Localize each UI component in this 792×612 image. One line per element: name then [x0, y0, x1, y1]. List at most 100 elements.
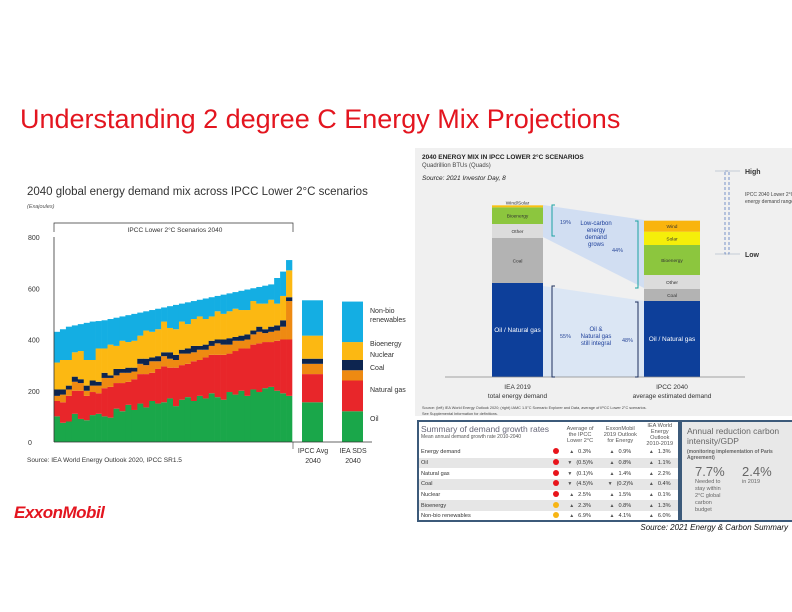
bar-oil: [202, 398, 209, 442]
growth-value: 2.5%: [578, 492, 591, 499]
summary-bar-nonbio: [342, 301, 363, 343]
bar-nonbio: [178, 303, 186, 322]
demand-range-bar: [724, 170, 730, 255]
bar-coal: [107, 377, 114, 387]
triangle-up-icon: ▲: [569, 492, 575, 499]
status-dot: [551, 500, 562, 512]
summary-bar-nuclear: [342, 360, 363, 371]
bar-oil: [184, 397, 192, 442]
segment-label: Solar: [666, 236, 678, 242]
bar-nuclear: [202, 344, 209, 350]
bar-gas: [190, 361, 198, 401]
bar-nuclear: [161, 352, 168, 357]
bar-nonbio: [274, 278, 281, 304]
triangle-up-icon: ▲: [648, 460, 654, 467]
triangle-up-icon: ▲: [648, 502, 654, 509]
percent-label: 55%: [560, 334, 571, 340]
triangle-down-icon: ▼: [607, 481, 613, 488]
bar-bio: [232, 308, 239, 337]
bar-nonbio: [220, 294, 227, 314]
stack-segment: [644, 220, 700, 232]
bar-oil: [286, 395, 293, 442]
bar-gas: [113, 383, 120, 409]
bar-gas: [89, 392, 96, 416]
summary-bar-label: 2040: [305, 458, 321, 465]
chart-title: 2040 ENERGY MIX IN IPCC LOWER 2°C SCENAR…: [422, 153, 584, 161]
bar-gas: [178, 365, 186, 400]
bar-nonbio: [244, 289, 251, 311]
bar-gas: [155, 368, 162, 404]
energy-demand-mix-chart: 2040 global energy demand mix across IPC…: [27, 186, 406, 465]
bar-nonbio: [107, 319, 114, 345]
growth-value: (0.1)%: [576, 470, 593, 477]
bar-nuclear: [226, 338, 233, 345]
bar-coal: [155, 361, 162, 369]
bar-bio: [208, 316, 215, 341]
bar-bio: [95, 348, 102, 382]
bar-bio: [107, 344, 114, 376]
bar-bio: [173, 329, 180, 355]
growth-cell: ▲ 2.2%: [642, 468, 678, 479]
bar-gas: [167, 367, 174, 399]
carbon-source: Source: 2021 Energy & Carbon Summary: [639, 523, 789, 532]
bar-gas: [143, 374, 150, 408]
summary-bar-coal: [342, 370, 363, 381]
row-label: Oil: [419, 457, 552, 469]
bar-gas: [54, 401, 61, 417]
range-low-label: Low: [745, 252, 760, 259]
bar-nonbio: [59, 329, 67, 360]
bar-nuclear: [149, 357, 156, 362]
bar-gas: [220, 354, 227, 400]
bar-gas: [262, 342, 269, 389]
bar-gas: [149, 372, 156, 401]
bar-nonbio: [155, 308, 162, 330]
bar-coal: [184, 353, 192, 364]
bar-nuclear: [101, 372, 108, 378]
bar-nuclear: [262, 329, 269, 334]
bar-category-label: total energy demand: [488, 393, 548, 400]
bar-nuclear: [54, 389, 61, 396]
carbon-box-title: Annual reduction carbon intensity/GDP: [687, 426, 780, 446]
bar-oil: [208, 393, 215, 442]
growth-value: 1.3%: [657, 502, 671, 509]
bar-nuclear: [89, 380, 96, 386]
growth-cell: ▲ 1.1%: [641, 457, 678, 469]
bar-bio: [54, 362, 61, 390]
growth-value: (0.2)%: [616, 481, 634, 488]
bar-bio: [178, 321, 186, 350]
bar-bio: [220, 313, 227, 340]
oil-gas-band: [543, 286, 644, 377]
bar-coal: [54, 395, 61, 401]
growth-cell: ▲ 0.4%: [641, 479, 678, 490]
bar-oil: [101, 416, 108, 442]
bar-bio: [214, 311, 221, 340]
bar-nonbio: [167, 306, 174, 328]
table-row: Coal ▼ (4.5)% ▼ (0.2)% ▲ 0.4%: [419, 479, 678, 490]
bar-nuclear: [83, 385, 90, 391]
bar-coal: [244, 339, 251, 349]
row-label: Nuclear: [421, 492, 441, 499]
row-label: Energy demand: [421, 449, 461, 456]
stack-segment: [492, 283, 543, 377]
bar-oil: [161, 402, 168, 442]
bar-gas: [131, 379, 138, 410]
bar-gas: [101, 388, 108, 417]
bar-bio: [250, 301, 257, 331]
bar-coal: [173, 360, 180, 368]
status-dot: [551, 468, 561, 479]
row-label: Coal: [419, 479, 552, 490]
growth-value: 4.1%: [618, 513, 632, 520]
bar-coal: [190, 352, 198, 362]
bar-coal: [119, 372, 126, 384]
bar-nonbio: [250, 288, 257, 302]
chart-subtitle: Quadrillion BTUs (Quads): [422, 163, 491, 169]
triangle-up-icon: ▲: [609, 449, 615, 456]
stack-segment: [644, 245, 700, 275]
legend-label: Bioenergy: [370, 341, 402, 348]
growth-cell: ▲ 6.9%: [561, 511, 599, 522]
bar-gas: [71, 390, 79, 414]
table-row: Non-bio renewables ▲ 6.9% ▲ 4.1% ▲ 6.0%: [419, 511, 678, 522]
bar-nuclear: [208, 340, 215, 346]
bar-gas: [137, 374, 144, 404]
bar-gas: [280, 339, 287, 394]
